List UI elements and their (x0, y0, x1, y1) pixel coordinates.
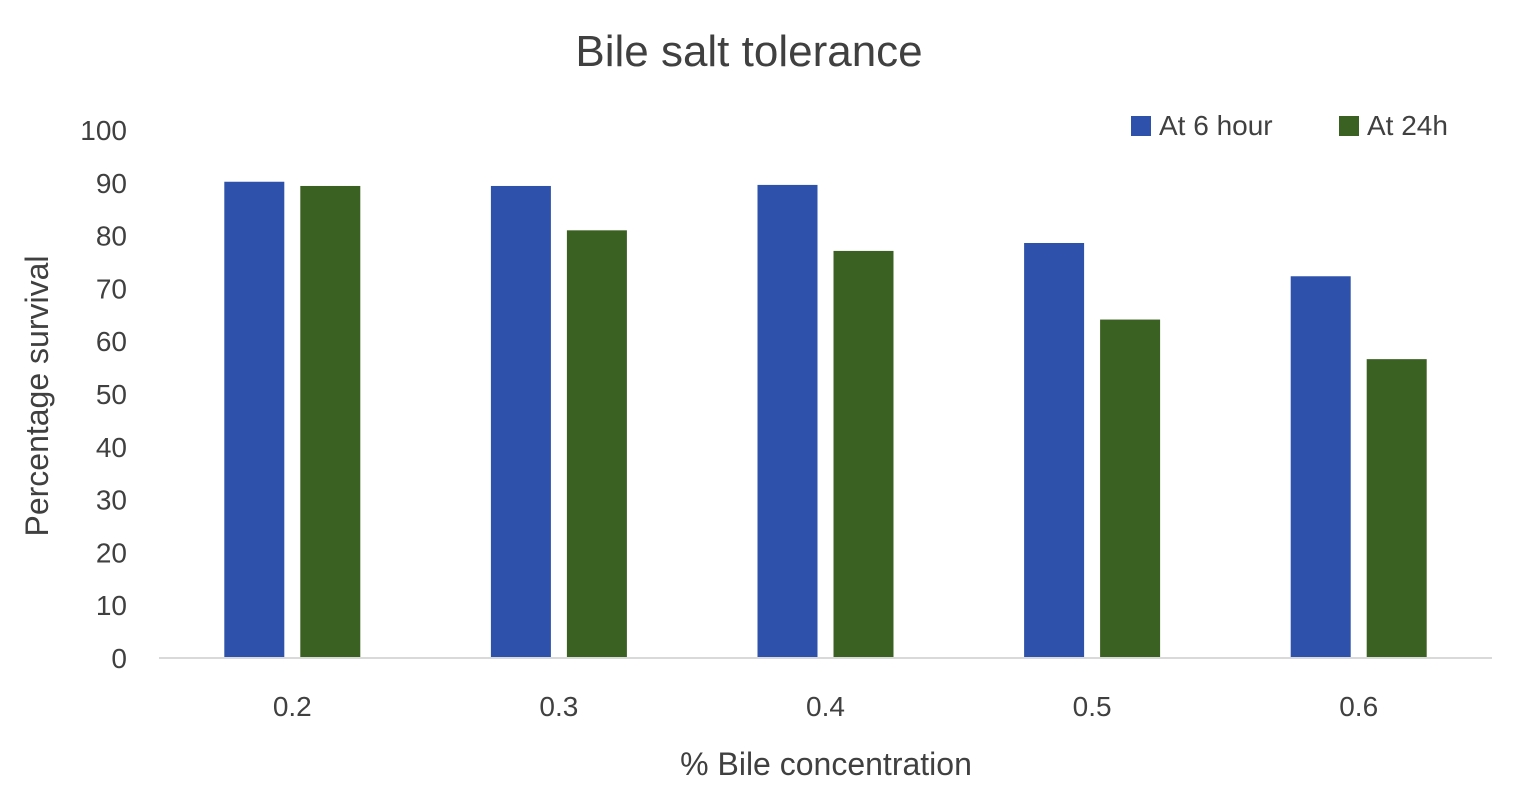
y-tick-label: 40 (96, 432, 127, 463)
y-axis-ticks: 0 10 20 30 40 50 60 70 80 90 100 (80, 115, 127, 674)
y-tick-label: 100 (80, 115, 127, 146)
bar-at-6-hour-0-5 (1024, 242, 1085, 658)
x-tick-label: 0.4 (806, 691, 845, 722)
bar-at-24h-0-5 (1100, 319, 1161, 658)
bar-at-24h-0-4 (833, 250, 894, 659)
legend-label: At 24h (1367, 110, 1448, 141)
x-tick-label: 0.3 (539, 691, 578, 722)
bar-at-6-hour-0-2 (224, 181, 285, 658)
bars-group (224, 181, 1427, 659)
legend-swatch (1339, 116, 1359, 136)
y-tick-label: 20 (96, 537, 127, 568)
legend-label: At 6 hour (1159, 110, 1273, 141)
y-tick-label: 60 (96, 326, 127, 357)
x-tick-label: 0.5 (1073, 691, 1112, 722)
legend: At 6 hour At 24h (1131, 110, 1448, 141)
y-tick-label: 70 (96, 273, 127, 304)
y-tick-label: 80 (96, 221, 127, 252)
chart-title: Bile salt tolerance (575, 27, 922, 76)
bar-at-6-hour-0-4 (757, 184, 818, 659)
y-axis-title: Percentage survival (19, 255, 55, 536)
y-tick-label: 50 (96, 379, 127, 410)
bar-at-6-hour-0-3 (490, 185, 551, 658)
x-axis-title: % Bile concentration (680, 746, 972, 782)
legend-swatch (1131, 116, 1151, 136)
bar-at-6-hour-0-6 (1290, 276, 1351, 658)
y-tick-label: 10 (96, 590, 127, 621)
bar-at-24h-0-2 (300, 185, 361, 658)
y-tick-label: 0 (111, 643, 127, 674)
bar-at-24h-0-3 (566, 230, 627, 658)
x-tick-label: 0.6 (1339, 691, 1378, 722)
x-tick-label: 0.2 (273, 691, 312, 722)
bar-at-24h-0-6 (1366, 359, 1427, 658)
x-axis-ticks: 0.2 0.3 0.4 0.5 0.6 (273, 691, 1378, 722)
y-tick-label: 30 (96, 485, 127, 516)
y-tick-label: 90 (96, 168, 127, 199)
